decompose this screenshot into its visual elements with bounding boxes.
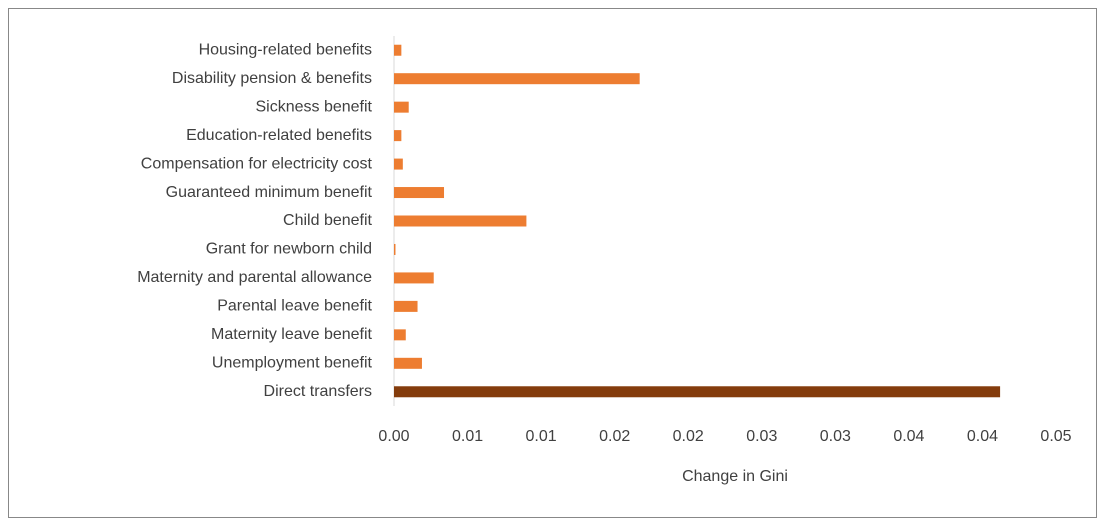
y-tick-label: Guaranteed minimum benefit <box>166 184 373 201</box>
x-tick-label: 0.03 <box>746 428 777 445</box>
y-tick-label: Housing-related benefits <box>199 41 372 58</box>
bar <box>394 300 418 312</box>
y-tick-label: Direct transfers <box>264 383 372 400</box>
y-tick-label: Compensation for electricity cost <box>141 155 373 172</box>
bar <box>394 101 409 113</box>
y-tick-label: Maternity leave benefit <box>211 326 373 343</box>
y-tick-label: Parental leave benefit <box>217 298 372 315</box>
x-tick-label: 0.05 <box>1040 428 1071 445</box>
bar <box>394 44 402 56</box>
y-tick-label: Grant for newborn child <box>206 241 372 258</box>
bar <box>394 158 403 170</box>
y-tick-label: Child benefit <box>283 212 373 229</box>
x-tick-label: 0.03 <box>820 428 851 445</box>
x-tick-label: 0.04 <box>967 428 998 445</box>
y-tick-label: Maternity and parental allowance <box>137 269 372 286</box>
bar <box>394 130 402 142</box>
bar <box>394 272 434 284</box>
bar <box>394 215 527 227</box>
bar <box>394 386 1001 398</box>
x-axis-title: Change in Gini <box>682 468 788 485</box>
bar <box>394 329 406 341</box>
x-tick-label: 0.04 <box>893 428 924 445</box>
bar <box>394 243 396 255</box>
x-tick-label: 0.01 <box>452 428 483 445</box>
x-tick-label: 0.01 <box>526 428 557 445</box>
y-tick-label: Education-related benefits <box>186 127 372 144</box>
bar <box>394 357 422 369</box>
y-tick-label: Unemployment benefit <box>212 355 373 372</box>
x-tick-label: 0.02 <box>673 428 704 445</box>
y-tick-label: Disability pension & benefits <box>172 70 372 87</box>
x-tick-label: 0.00 <box>378 428 409 445</box>
y-tick-label: Sickness benefit <box>255 98 372 115</box>
x-tick-label: 0.02 <box>599 428 630 445</box>
chart-frame <box>8 8 1097 518</box>
bar <box>394 73 640 85</box>
bar <box>394 187 445 199</box>
